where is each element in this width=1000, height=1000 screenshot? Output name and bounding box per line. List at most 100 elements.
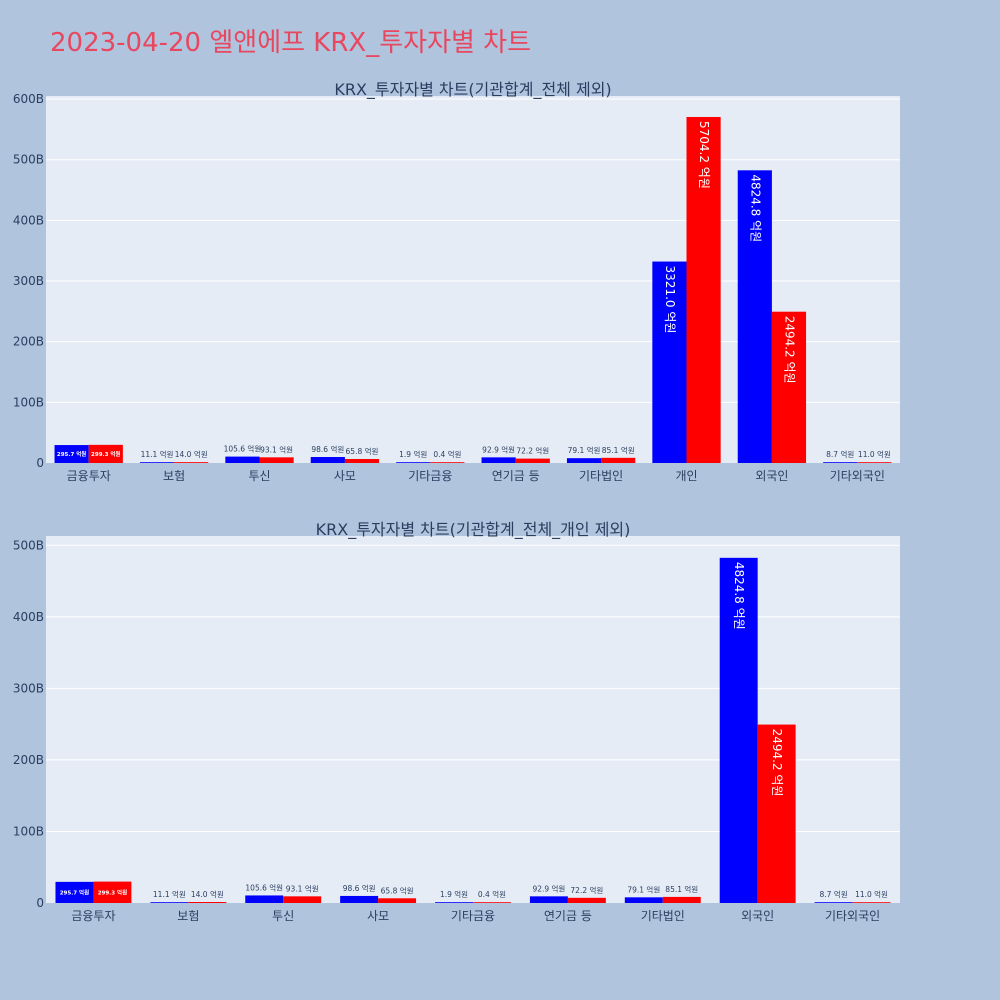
y-tick-label: 400B <box>13 213 44 227</box>
data-label: 5704.2 억원 <box>697 121 711 189</box>
data-label: 299.3 억원 <box>98 888 127 896</box>
bar <box>54 445 89 463</box>
bar <box>150 902 189 903</box>
bar <box>857 462 892 463</box>
bar <box>188 901 227 903</box>
data-label: 72.2 억원 <box>516 447 549 456</box>
x-tick-label: 투신 <box>272 909 294 923</box>
data-label: 14.0 억원 <box>191 890 224 899</box>
bar <box>340 895 379 903</box>
data-label: 65.8 억원 <box>381 886 414 895</box>
bar <box>245 895 284 903</box>
bar <box>55 881 94 903</box>
data-label: 98.6 억원 <box>343 884 376 893</box>
y-tick-label: 200B <box>13 335 44 349</box>
data-label: 1.9 억원 <box>440 890 468 899</box>
bar <box>566 458 602 463</box>
bar <box>310 457 345 463</box>
data-label: 93.1 억원 <box>260 445 293 454</box>
data-label: 79.1 억원 <box>568 446 601 455</box>
y-tick-label: 0 <box>36 456 44 470</box>
x-tick-label: 기타금융 <box>408 469 452 483</box>
chart-title: KRX_투자자별 차트(기관합계_전체_개인 제외) <box>316 520 631 540</box>
x-tick-label: 기타금융 <box>451 909 495 923</box>
bar <box>283 896 322 903</box>
page-title: 2023-04-20 엘앤에프 KRX_투자자별 차트 <box>50 28 532 58</box>
y-tick-label: 500B <box>13 538 44 552</box>
data-label: 4824.8 억원 <box>748 174 762 242</box>
bar <box>88 444 123 463</box>
x-tick-label: 사모 <box>367 909 389 923</box>
bar <box>435 902 473 903</box>
bar <box>378 898 417 903</box>
x-tick-label: 기타외국인 <box>830 469 885 483</box>
y-tick-label: 300B <box>13 274 44 288</box>
y-tick-label: 600B <box>13 92 44 106</box>
data-label: 295.7 억원 <box>57 450 86 458</box>
data-label: 11.0 억원 <box>858 450 891 459</box>
data-label: 8.7 억원 <box>826 450 854 459</box>
bar <box>344 459 380 463</box>
data-label: 85.1 억원 <box>602 446 635 455</box>
x-tick-label: 사모 <box>334 469 356 483</box>
bar <box>737 170 772 463</box>
data-label: 65.8 억원 <box>346 447 379 456</box>
bar <box>139 462 175 463</box>
data-label: 1.9 억원 <box>399 450 427 459</box>
data-label: 14.0 억원 <box>175 450 208 459</box>
data-label: 2494.2 억원 <box>770 729 784 797</box>
x-tick-label: 금융투자 <box>67 469 111 483</box>
data-label: 11.1 억원 <box>141 450 174 459</box>
data-label: 0.4 억원 <box>478 890 506 899</box>
x-tick-label: 투신 <box>248 469 270 483</box>
y-tick-label: 300B <box>13 681 44 695</box>
bar <box>481 457 516 463</box>
bar <box>529 896 568 903</box>
data-label: 92.9 억원 <box>532 884 565 893</box>
x-tick-label: 외국인 <box>741 909 774 923</box>
bar <box>473 902 511 903</box>
x-tick-label: 개인 <box>675 469 697 483</box>
bar <box>174 462 209 463</box>
bar <box>515 458 550 463</box>
bar <box>624 897 663 903</box>
data-label: 2494.2 억원 <box>782 316 796 384</box>
x-tick-label: 기타법인 <box>641 909 685 923</box>
data-label: 105.6 억원 <box>224 445 262 454</box>
data-label: 92.9 억원 <box>482 445 515 454</box>
bar <box>686 116 721 464</box>
bar <box>225 456 260 463</box>
data-label: 11.1 억원 <box>153 890 186 899</box>
bar <box>823 462 858 463</box>
x-tick-label: 기타법인 <box>579 469 623 483</box>
data-label: 79.1 억원 <box>627 885 660 894</box>
data-label: 105.6 억원 <box>245 883 283 892</box>
y-tick-label: 200B <box>13 753 44 767</box>
data-label: 4824.8 억원 <box>732 562 746 630</box>
y-tick-label: 0 <box>36 896 44 910</box>
data-label: 0.4 억원 <box>433 450 461 459</box>
x-tick-label: 외국인 <box>755 469 788 483</box>
bar <box>852 902 891 903</box>
y-tick-label: 500B <box>13 153 44 167</box>
y-tick-label: 100B <box>13 824 44 838</box>
x-tick-label: 보험 <box>177 909 199 923</box>
data-label: 8.7 억원 <box>820 890 848 899</box>
bar <box>567 897 606 903</box>
y-tick-label: 400B <box>13 610 44 624</box>
bar <box>430 462 465 463</box>
chart-title: KRX_투자자별 차트(기관합계_전체 제외) <box>334 80 611 100</box>
data-label: 299.3 억원 <box>91 450 120 458</box>
bar <box>771 311 807 463</box>
bar <box>662 896 701 903</box>
data-label: 98.6 억원 <box>311 445 344 454</box>
bar <box>601 457 636 463</box>
data-label: 93.1 억원 <box>286 884 319 893</box>
x-tick-label: 연기금 등 <box>492 469 540 483</box>
chart-top: 0 100B 200B 300B 400B 500B 600B KRX_투자자별 차트(기관합… <box>13 80 900 483</box>
x-tick-label: 기타외국인 <box>825 909 880 923</box>
bar <box>757 724 796 903</box>
bar <box>259 457 294 463</box>
bar <box>719 557 758 903</box>
